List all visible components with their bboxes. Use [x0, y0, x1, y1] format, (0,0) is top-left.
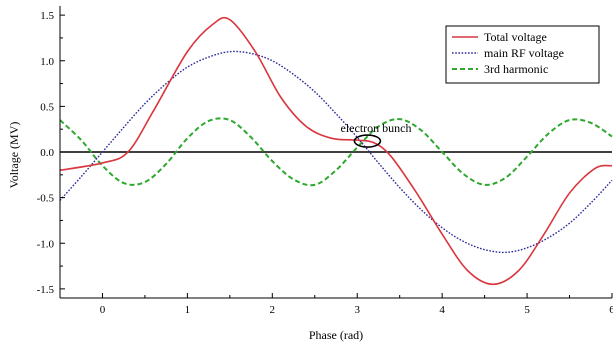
y-tick-label: 0.0 — [40, 147, 54, 159]
x-tick-label: 5 — [524, 304, 530, 316]
x-axis-ticks: 0 1 2 3 4 5 6 — [59, 293, 613, 316]
y-tick-label: 1.5 — [40, 10, 54, 22]
legend-box — [445, 25, 600, 84]
series-line-total-voltage — [59, 16, 613, 286]
y-tick-label: 0.5 — [40, 101, 54, 113]
y-tick-label: -1.5 — [37, 284, 55, 296]
legend: Total voltage main RF voltage 3rd harmonic — [445, 25, 600, 84]
y-axis-title: Voltage (MV) — [7, 122, 21, 189]
annotation: electron bunch — [341, 121, 412, 148]
series-line-3rd-harmonic — [59, 117, 613, 187]
x-tick-label: 1 — [185, 304, 191, 316]
legend-label: Total voltage — [484, 30, 547, 44]
y-tick-label: 1.0 — [40, 56, 54, 68]
y-tick-label: -0.5 — [37, 193, 55, 205]
x-tick-label: 3 — [354, 304, 360, 316]
y-axis-ticks: -1.5 -1.0 -0.5 0.0 0.5 1.0 1.5 — [37, 10, 65, 296]
x-tick-label: 2 — [270, 304, 276, 316]
x-tick-label: 4 — [439, 304, 445, 316]
x-tick-label: 6 — [609, 304, 613, 316]
x-tick-label: 0 — [100, 304, 106, 316]
legend-label: 3rd harmonic — [484, 62, 548, 76]
y-tick-label: -1.0 — [37, 238, 55, 250]
electron-bunch-marker — [353, 134, 382, 148]
series-layer — [59, 16, 613, 286]
x-axis-title: Phase (rad) — [309, 328, 363, 342]
annotation-label: electron bunch — [341, 121, 412, 135]
legend-label: main RF voltage — [484, 46, 564, 60]
